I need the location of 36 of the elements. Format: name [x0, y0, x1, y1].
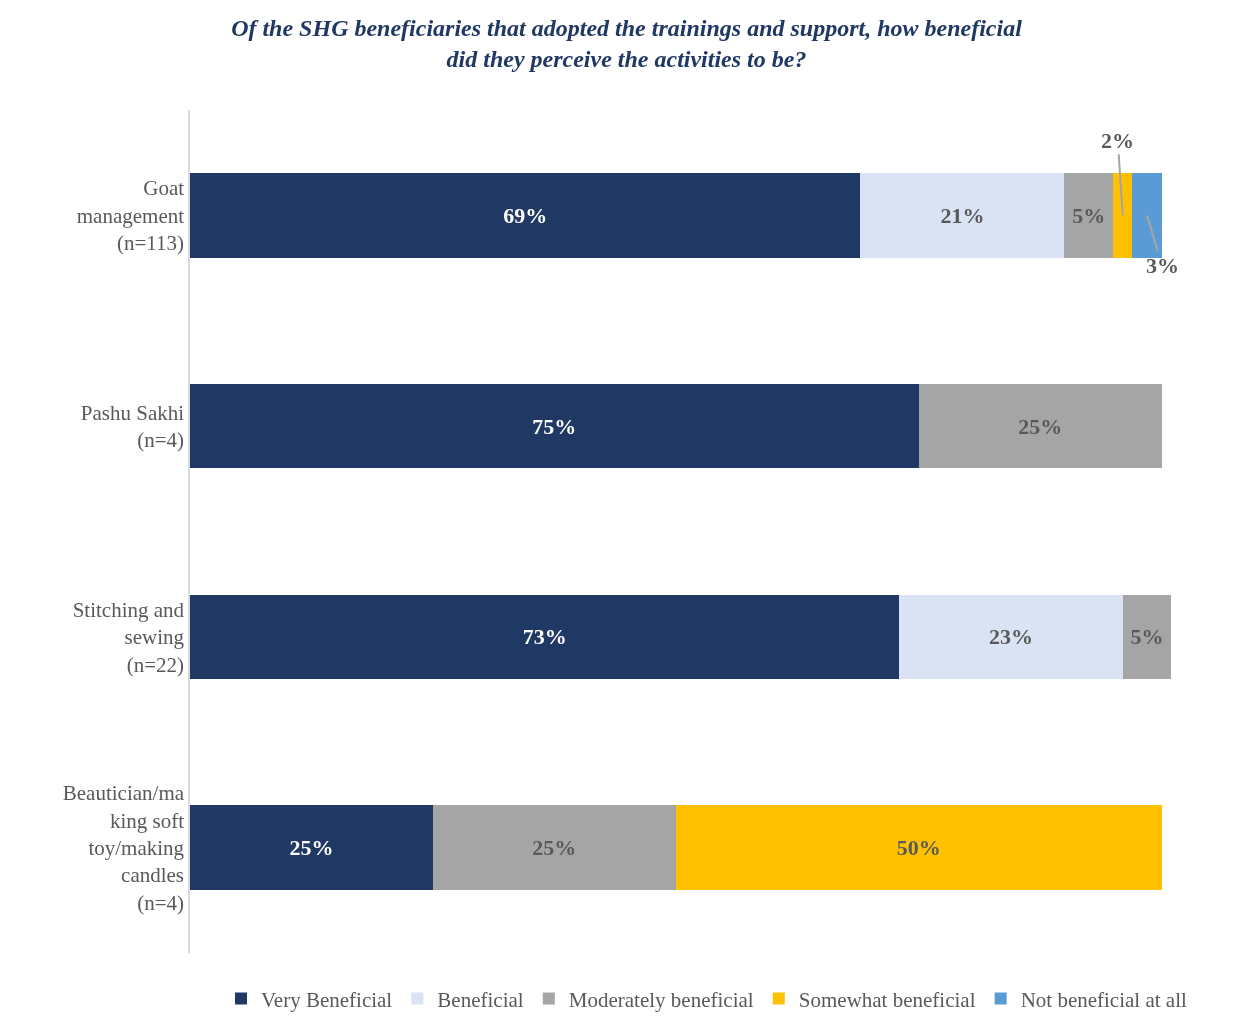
- bar: [190, 383, 919, 469]
- y-tick-label: Goat management (n=113): [76, 176, 185, 256]
- bar: [1113, 173, 1133, 258]
- y-tick-label: Pashu Sakhi (n=4): [80, 400, 185, 453]
- legend-label: Not beneficial at all: [1020, 987, 1187, 1012]
- legend-label: Moderately beneficial: [568, 987, 754, 1012]
- bar: [190, 594, 900, 680]
- bar: [899, 594, 1123, 680]
- data-label: 69%: [503, 202, 548, 228]
- data-label: 25%: [289, 835, 334, 861]
- bar: [918, 383, 1162, 469]
- y-tick-label: Stitching and sewing (n=22): [72, 597, 185, 677]
- bar: [1122, 594, 1172, 680]
- bar: [432, 805, 676, 890]
- chart-title: Of the SHG beneficiaries that adopted the trainings and support, how beneficial did they perceive the activities to be?: [231, 15, 1023, 73]
- bar: [190, 805, 433, 890]
- data-label: 5%: [1130, 624, 1164, 650]
- data-label: 5%: [1072, 202, 1106, 228]
- bar: [1064, 173, 1114, 258]
- legend-label: Very Beneficial: [261, 987, 393, 1012]
- data-label: 50%: [896, 835, 941, 861]
- data-label: 25%: [532, 835, 577, 861]
- legend-label: Beneficial: [437, 987, 524, 1012]
- bar: [190, 173, 861, 258]
- bar: [675, 805, 1162, 890]
- data-label: 75%: [532, 413, 577, 439]
- data-label: 73%: [522, 624, 567, 650]
- data-label: 21%: [940, 202, 985, 228]
- bar: [860, 173, 1065, 258]
- y-tick-label: Beautician/making soft toy/making candles (n=4): [62, 781, 185, 915]
- data-label: 3%: [1146, 253, 1179, 278]
- data-label: 25%: [1018, 413, 1063, 439]
- legend-label: Somewhat beneficial: [798, 987, 976, 1012]
- bar: [1132, 173, 1162, 258]
- data-label: 23%: [989, 624, 1034, 650]
- data-label: 2%: [1101, 128, 1134, 153]
